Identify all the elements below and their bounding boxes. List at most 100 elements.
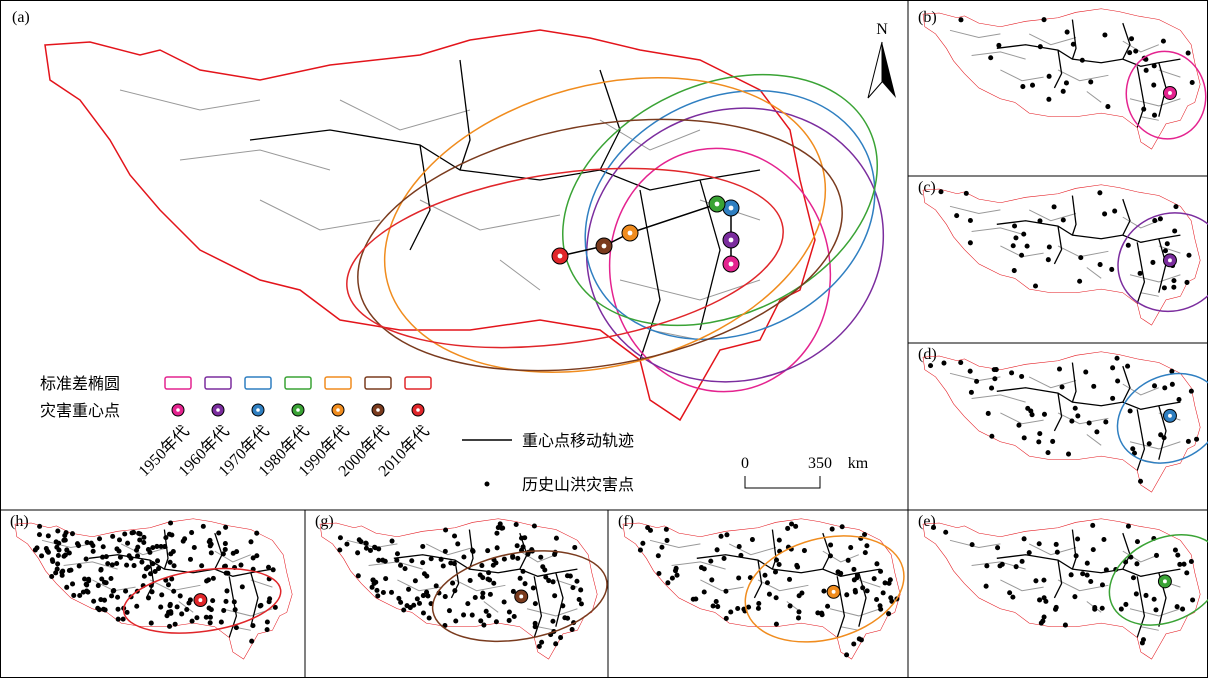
flood-point: [1007, 590, 1012, 595]
flood-point: [448, 560, 453, 565]
flood-point: [560, 603, 565, 608]
flood-point: [117, 537, 122, 542]
flood-point: [988, 55, 993, 60]
flood-point: [68, 568, 73, 573]
flood-point: [224, 571, 229, 576]
flood-point: [142, 574, 147, 579]
flood-point: [70, 581, 75, 586]
flood-point: [91, 549, 96, 554]
flood-point: [452, 533, 457, 538]
centroid-core: [256, 408, 260, 412]
flood-point: [135, 553, 140, 558]
flood-point: [115, 595, 120, 600]
flood-point: [1054, 605, 1059, 610]
flood-point: [1009, 370, 1014, 375]
flood-point: [109, 593, 114, 598]
small-map: [623, 519, 916, 659]
flood-point: [958, 17, 963, 22]
centroid-core: [336, 408, 340, 412]
flood-point: [121, 617, 126, 622]
flood-point: [401, 607, 406, 612]
flood-point: [206, 577, 211, 582]
flood-point: [116, 607, 121, 612]
flood-point: [1066, 452, 1071, 457]
flood-point: [1144, 68, 1149, 73]
flood-point: [1173, 548, 1178, 553]
flood-point: [1158, 432, 1163, 437]
flood-point: [1071, 42, 1076, 47]
flood-point: [480, 575, 485, 580]
flood-point: [398, 563, 403, 568]
flood-point: [470, 548, 475, 553]
flood-point: [1065, 30, 1070, 35]
flood-point: [1151, 83, 1156, 88]
flood-point: [1135, 539, 1140, 544]
flood-point: [736, 575, 741, 580]
flood-point: [1170, 382, 1175, 387]
flood-point: [1060, 384, 1065, 389]
flood-point: [420, 544, 425, 549]
flood-point: [46, 533, 51, 538]
flood-point: [1101, 537, 1106, 542]
flood-point: [1180, 607, 1185, 612]
flood-point: [125, 610, 130, 615]
flood-point: [192, 545, 197, 550]
flood-point: [1134, 591, 1139, 596]
flood-point: [788, 603, 793, 608]
scale-zero: 0: [741, 455, 749, 472]
flood-point: [162, 544, 167, 549]
centroid-core: [729, 238, 734, 243]
flood-point: [375, 593, 380, 598]
flood-point: [1163, 248, 1168, 253]
flood-point: [50, 559, 55, 564]
flood-point: [134, 604, 139, 609]
flood-point: [443, 527, 448, 532]
flood-point: [114, 546, 119, 551]
flood-point: [1154, 553, 1159, 558]
flood-point: [848, 545, 853, 550]
flood-point: [724, 532, 729, 537]
flood-point: [1036, 439, 1041, 444]
flood-point: [715, 604, 720, 609]
centroid-core: [729, 262, 734, 267]
flood-point: [64, 585, 69, 590]
flood-point: [533, 624, 538, 629]
flood-point: [802, 548, 807, 553]
flood-point: [1143, 593, 1148, 598]
centroid-core: [198, 598, 202, 602]
flood-point: [1175, 604, 1180, 609]
flood-point: [565, 573, 570, 578]
flood-point: [411, 603, 416, 608]
centroid-core: [729, 206, 734, 211]
centroid-core: [216, 408, 220, 412]
flood-point: [1064, 80, 1069, 85]
flood-point: [1119, 607, 1124, 612]
flood-point: [1054, 542, 1059, 547]
flood-point: [851, 641, 856, 646]
flood-point: [1013, 235, 1018, 240]
flood-point: [62, 533, 67, 538]
flood-point: [232, 599, 237, 604]
flood-point: [364, 541, 369, 546]
flood-point: [1109, 267, 1114, 272]
flood-point: [267, 596, 272, 601]
flood-point: [149, 621, 154, 626]
flood-point: [439, 557, 444, 562]
flood-point: [874, 561, 879, 566]
flood-point: [574, 579, 579, 584]
flood-point: [525, 552, 530, 557]
flood-point: [125, 541, 130, 546]
flood-point: [878, 603, 883, 608]
flood-point: [240, 584, 245, 589]
flood-point: [427, 615, 432, 620]
flood-point: [1100, 606, 1105, 611]
flood-point: [722, 556, 727, 561]
flood-point: [1020, 84, 1025, 89]
flood-point: [266, 565, 271, 570]
flood-point: [118, 555, 123, 560]
flood-point: [502, 599, 507, 604]
flood-point: [364, 546, 369, 551]
flood-point: [854, 575, 859, 580]
centroid-core: [1168, 91, 1172, 95]
flood-point: [1072, 594, 1077, 599]
